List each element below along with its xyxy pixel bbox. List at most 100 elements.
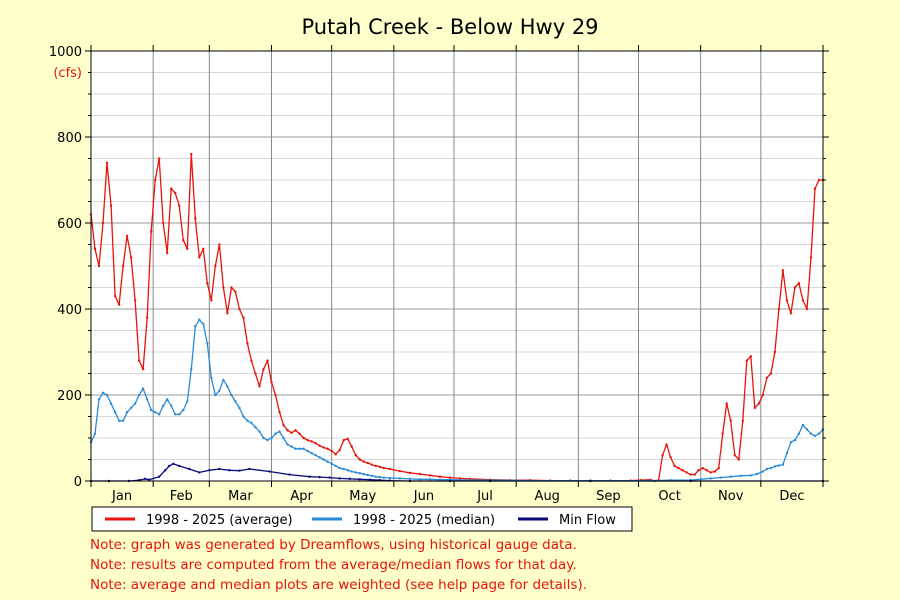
data-point [685,471,688,474]
data-point [210,299,213,302]
data-point [186,247,189,250]
data-point [753,406,757,410]
data-point [153,411,157,414]
data-point [438,475,442,478]
data-point [105,393,109,397]
data-point [282,423,285,427]
data-point [157,413,161,416]
data-point [182,239,185,242]
x-tick-label: Aug [535,489,560,504]
data-point [262,436,265,440]
data-point [145,398,149,401]
x-tick-label: Oct [658,489,680,504]
data-point [266,438,269,442]
data-point [737,458,740,461]
data-point [198,318,201,321]
data-point [382,476,385,479]
data-point [161,221,165,225]
data-point [178,413,181,416]
data-point [326,460,329,463]
data-point [242,415,245,418]
data-point [699,478,702,481]
data-point [168,464,171,468]
x-tick-label: Jan [111,489,132,504]
data-point [109,204,113,207]
data-point [306,438,309,442]
data-point [665,443,668,446]
x-tick-label: Dec [779,489,804,504]
data-point [362,472,365,476]
data-point [230,393,233,397]
x-tick-label: Sep [596,489,621,504]
data-point [93,247,97,250]
data-point [258,385,261,388]
data-point [178,204,181,207]
data-point [729,475,732,478]
data-point [137,393,141,397]
y-tick-label: 800 [57,131,82,146]
data-point [149,408,153,412]
data-point [214,393,217,397]
data-point [755,472,759,476]
x-tick-label: May [349,489,376,504]
grid [91,51,823,481]
data-point [117,419,121,422]
data-point [761,393,765,397]
y-tick-label: 1000 [49,45,82,60]
data-point [773,465,777,468]
data-point [121,419,125,422]
data-point [721,432,724,435]
y-tick-label: 400 [57,303,82,318]
data-point [298,447,301,450]
data-point [366,473,369,477]
data-point [258,430,261,433]
data-point [262,368,265,371]
data-point [342,438,345,442]
data-point [322,458,325,461]
data-point [328,476,331,479]
data-point [350,445,353,448]
data-point [673,464,676,468]
data-point [813,434,817,438]
data-point [314,441,317,445]
data-point [278,430,281,433]
x-tick-label: Apr [290,489,313,504]
data-point [801,299,805,302]
data-point [338,477,341,480]
data-point [286,429,289,432]
data-point [133,402,137,405]
data-point [306,449,309,453]
data-point [113,411,117,414]
data-point [777,307,781,311]
data-point [288,473,291,476]
data-point [681,469,684,472]
x-tick-label: Jul [476,489,493,504]
series-line-1 [90,153,823,482]
data-point [246,342,249,345]
data-point [817,432,821,435]
data-point [330,449,333,453]
data-point [149,230,153,233]
note-2: Note: results are computed from the aver… [90,557,577,573]
data-point [268,470,271,473]
data-point [378,465,381,469]
data-point [218,467,221,471]
data-point [709,471,712,474]
data-point [101,221,105,225]
data-point [326,447,329,450]
legend: 1998 - 2025 (average) 1998 - 2025 (median… [91,506,633,532]
data-point [125,234,129,238]
data-point [749,355,753,358]
data-point [709,477,712,480]
data-point [310,451,313,455]
data-point [206,342,209,345]
data-point [242,316,245,319]
data-point [178,464,181,468]
data-point [314,454,317,457]
data-point [170,187,173,190]
data-point [226,385,229,388]
data-point [765,376,769,379]
data-point [164,469,167,472]
data-point [270,436,273,440]
data-point [147,478,151,481]
